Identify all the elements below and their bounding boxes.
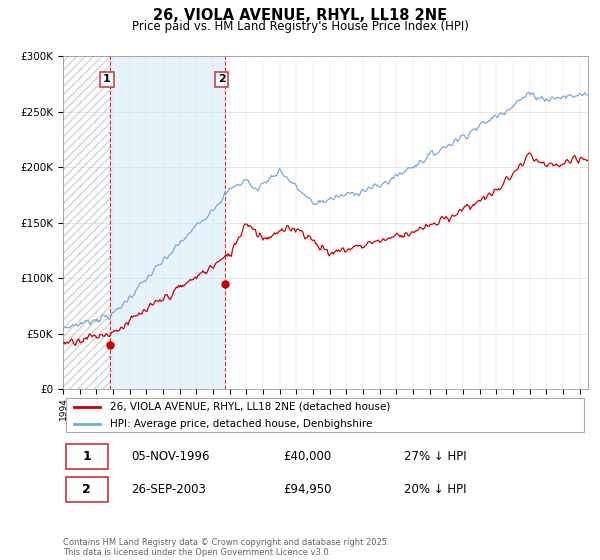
Text: 26, VIOLA AVENUE, RHYL, LL18 2NE (detached house): 26, VIOLA AVENUE, RHYL, LL18 2NE (detach…: [110, 402, 391, 412]
FancyBboxPatch shape: [65, 398, 584, 432]
Bar: [63, 56, 110, 389]
Text: HPI: Average price, detached house, Denbighshire: HPI: Average price, detached house, Denb…: [110, 419, 373, 430]
Text: £40,000: £40,000: [284, 450, 332, 463]
Text: 05-NOV-1996: 05-NOV-1996: [131, 450, 210, 463]
Text: 2: 2: [82, 483, 91, 496]
FancyBboxPatch shape: [65, 444, 107, 469]
Text: 1: 1: [82, 450, 91, 463]
Text: £94,950: £94,950: [284, 483, 332, 496]
Text: Price paid vs. HM Land Registry's House Price Index (HPI): Price paid vs. HM Land Registry's House …: [131, 20, 469, 32]
Text: 1: 1: [103, 74, 111, 85]
Bar: [63, 56, 110, 389]
Bar: [110, 56, 225, 389]
Text: Contains HM Land Registry data © Crown copyright and database right 2025.
This d: Contains HM Land Registry data © Crown c…: [63, 538, 389, 557]
Text: 26, VIOLA AVENUE, RHYL, LL18 2NE: 26, VIOLA AVENUE, RHYL, LL18 2NE: [153, 8, 447, 24]
Text: 27% ↓ HPI: 27% ↓ HPI: [404, 450, 467, 463]
Text: 20% ↓ HPI: 20% ↓ HPI: [404, 483, 467, 496]
Text: 2: 2: [218, 74, 226, 85]
Text: 26-SEP-2003: 26-SEP-2003: [131, 483, 206, 496]
FancyBboxPatch shape: [65, 477, 107, 502]
